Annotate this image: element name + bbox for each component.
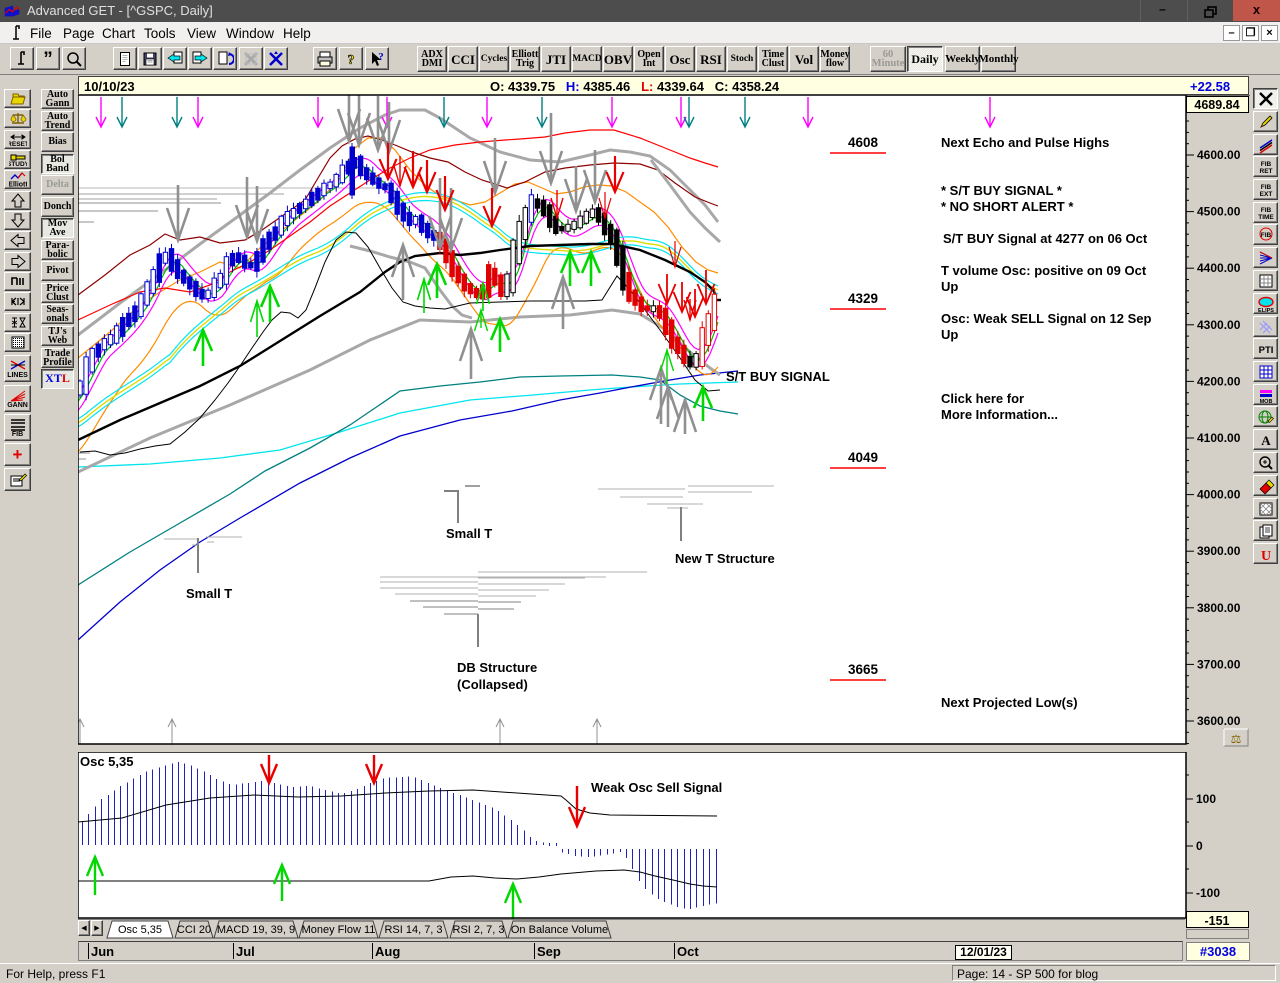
svg-text:FIB: FIB (1260, 161, 1271, 168)
svg-text:Elliott: Elliott (9, 182, 27, 189)
svg-text:DB Structure: DB Structure (457, 660, 537, 675)
svg-text:-100: -100 (1196, 886, 1220, 900)
svg-text:CCI 20: CCI 20 (177, 924, 211, 936)
svg-text:-151: -151 (1204, 914, 1229, 928)
svg-text:”: ” (43, 50, 53, 68)
svg-text:4000.00: 4000.00 (1197, 488, 1241, 502)
svg-text:RSI 2, 7, 3: RSI 2, 7, 3 (453, 924, 505, 936)
svg-text:3665: 3665 (848, 662, 879, 677)
svg-text:U: U (1260, 549, 1270, 563)
svg-text:Osc: Weak SELL Signal on 12 Se: Osc: Weak SELL Signal on 12 Sep (941, 311, 1152, 326)
svg-text:Next Echo and Pulse Highs: Next Echo and Pulse Highs (941, 135, 1109, 150)
svg-text:4329: 4329 (848, 291, 878, 306)
svg-text:MOB: MOB (1259, 399, 1272, 404)
svg-text:3700.00: 3700.00 (1197, 657, 1241, 671)
svg-text:Osc 5,35: Osc 5,35 (118, 924, 162, 936)
svg-text:4608: 4608 (848, 135, 879, 150)
svg-text:* S/T BUY SIGNAL *: * S/T BUY SIGNAL * (941, 183, 1063, 198)
svg-text:Weak Osc Sell Signal: Weak Osc Sell Signal (591, 780, 722, 795)
svg-text:T volume Osc: positive on 09 O: T volume Osc: positive on 09 Oct (941, 263, 1147, 278)
svg-text:FIB: FIB (1260, 207, 1271, 214)
svg-text:A: A (1261, 433, 1271, 448)
svg-text:S/T BUY SIGNAL: S/T BUY SIGNAL (726, 369, 830, 384)
svg-text:EXT: EXT (1259, 191, 1272, 198)
svg-text:Next Projected Low(s): Next Projected Low(s) (941, 695, 1078, 710)
svg-text:FIB: FIB (1260, 232, 1271, 239)
svg-text:Click here for: Click here for (941, 391, 1024, 406)
svg-text:MACD 19, 39, 9: MACD 19, 39, 9 (217, 924, 295, 936)
svg-text:4300.00: 4300.00 (1197, 318, 1241, 332)
svg-text:RSI 14, 7, 3: RSI 14, 7, 3 (384, 924, 442, 936)
svg-text:TIME: TIME (1258, 214, 1274, 221)
svg-text:(Collapsed): (Collapsed) (457, 677, 528, 692)
svg-text:Money Flow 11: Money Flow 11 (302, 924, 376, 936)
svg-text:RET: RET (1259, 168, 1272, 175)
svg-text:100: 100 (1196, 792, 1216, 806)
svg-text:0: 0 (1196, 839, 1203, 853)
svg-text:Osc 5,35: Osc 5,35 (80, 754, 134, 769)
svg-text:Up: Up (941, 327, 958, 342)
svg-text:On Balance Volume: On Balance Volume (511, 924, 608, 936)
svg-text:ELIPS: ELIPS (1258, 308, 1274, 313)
svg-text:4049: 4049 (848, 450, 878, 465)
svg-text:4400.00: 4400.00 (1197, 261, 1241, 275)
svg-text:Up: Up (941, 279, 958, 294)
svg-text:Small T: Small T (446, 526, 492, 541)
svg-text:3600.00: 3600.00 (1197, 714, 1241, 728)
svg-text:RESET: RESET (9, 141, 27, 148)
svg-text:4600.00: 4600.00 (1197, 148, 1241, 162)
svg-text:4100.00: 4100.00 (1197, 431, 1241, 445)
svg-text:?: ? (378, 51, 384, 63)
svg-text:PTI: PTI (1258, 345, 1273, 356)
svg-text:STUDY: STUDY (9, 161, 27, 168)
svg-text:FIB: FIB (1260, 184, 1271, 191)
svg-text:S/T BUY Signal at 4277 on 06 O: S/T BUY Signal at 4277 on 06 Oct (943, 231, 1148, 246)
svg-text:3900.00: 3900.00 (1197, 544, 1241, 558)
svg-text:?: ? (348, 53, 355, 68)
svg-text:More Information...: More Information... (941, 407, 1058, 422)
svg-text:4200.00: 4200.00 (1197, 374, 1241, 388)
svg-text:* NO SHORT ALERT *: * NO SHORT ALERT * (941, 199, 1074, 214)
svg-text:4500.00: 4500.00 (1197, 205, 1241, 219)
svg-text:New T Structure: New T Structure (675, 551, 775, 566)
svg-text:Small T: Small T (186, 586, 232, 601)
svg-text:3800.00: 3800.00 (1197, 601, 1241, 615)
svg-text:4689.84: 4689.84 (1194, 98, 1239, 112)
svg-text:⚖: ⚖ (1231, 732, 1242, 746)
